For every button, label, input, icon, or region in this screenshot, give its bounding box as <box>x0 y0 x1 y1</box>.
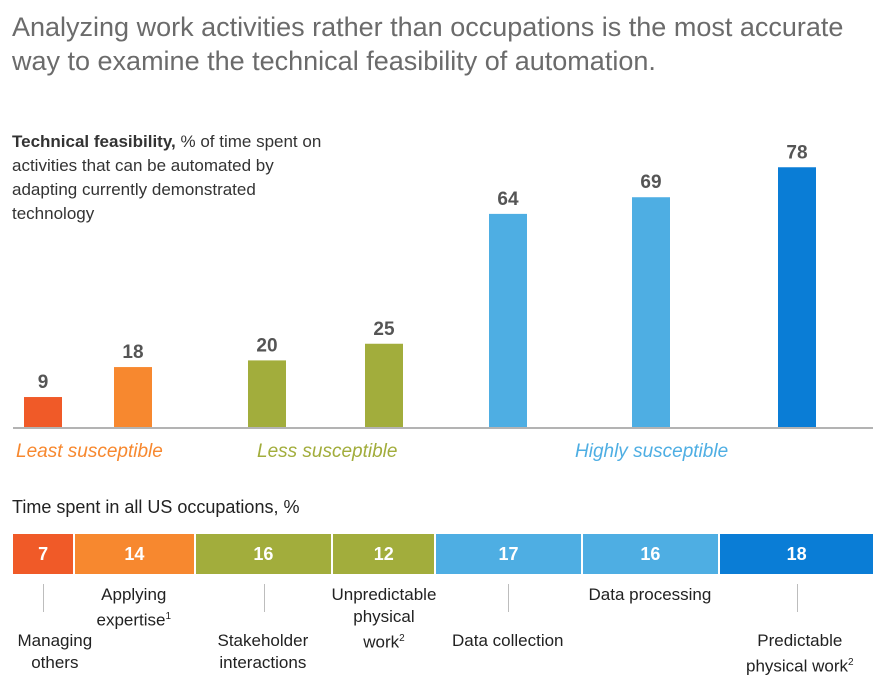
label-tick <box>508 584 509 612</box>
bar-stakeholder-interactions <box>248 360 286 427</box>
segment-stakeholder-interactions: 16 <box>193 534 332 574</box>
group-label-less: Less susceptible <box>257 441 398 462</box>
category-label-managing-others: Managing others <box>17 631 93 672</box>
bar-value-label: 78 <box>786 142 807 163</box>
feasibility-bar-chart: 9 18 20 25 64 69 78 <box>13 142 873 429</box>
chart-title: Analyzing work activities rather than oc… <box>12 12 844 76</box>
category-label-data-processing: Data processing <box>588 585 712 604</box>
segment-predictable-physical-work: 18 <box>718 534 873 574</box>
bar-data-collection <box>489 213 527 427</box>
bar-applying-expertise <box>114 367 152 427</box>
bar-value-label: 9 <box>38 372 49 393</box>
time-spent-strip: 7 14 16 12 17 16 18 <box>13 534 873 574</box>
label-tick <box>264 584 265 612</box>
bar-value-label: 64 <box>497 189 519 210</box>
time-spent-title: Time spent in all US occupations, % <box>12 497 300 517</box>
bar-unpredictable-physical-work <box>365 343 403 427</box>
group-label-least: Least susceptible <box>16 441 163 462</box>
segment-unpredictable-physical-work: 12 <box>331 534 435 574</box>
y-axis-label-bold: Technical feasibility, <box>12 132 176 151</box>
segment-applying-expertise: 14 <box>73 534 194 574</box>
segment-data-collection: 17 <box>434 534 581 574</box>
segment-data-processing: 16 <box>580 534 719 574</box>
y-axis-label-text: % of time spent on activities that can b… <box>12 132 322 223</box>
category-label-unpredictable-physical-work: Unpredictable physical work2 <box>331 585 437 652</box>
category-label-predictable-physical-work: Predictable physical work2 <box>746 631 854 676</box>
y-axis-label: Technical feasibility, % of time spent o… <box>12 130 332 226</box>
category-label-applying-expertise: Applying expertise1 <box>96 585 172 630</box>
category-label-stakeholder-interactions: Stakeholder interactions <box>217 631 309 672</box>
bar-value-label: 69 <box>640 172 661 193</box>
bar-predictable-physical-work <box>778 167 816 427</box>
category-label-data-collection: Data collection <box>452 631 564 650</box>
bar-value-label: 25 <box>373 319 395 340</box>
bar-managing-others <box>24 397 62 427</box>
bar-value-label: 18 <box>122 342 143 363</box>
label-tick <box>43 584 44 612</box>
bar-value-label: 20 <box>256 335 277 356</box>
group-label-highly: Highly susceptible <box>575 441 729 462</box>
label-tick <box>797 584 798 612</box>
bar-data-processing <box>632 197 670 427</box>
segment-managing-others: 7 <box>13 534 74 574</box>
